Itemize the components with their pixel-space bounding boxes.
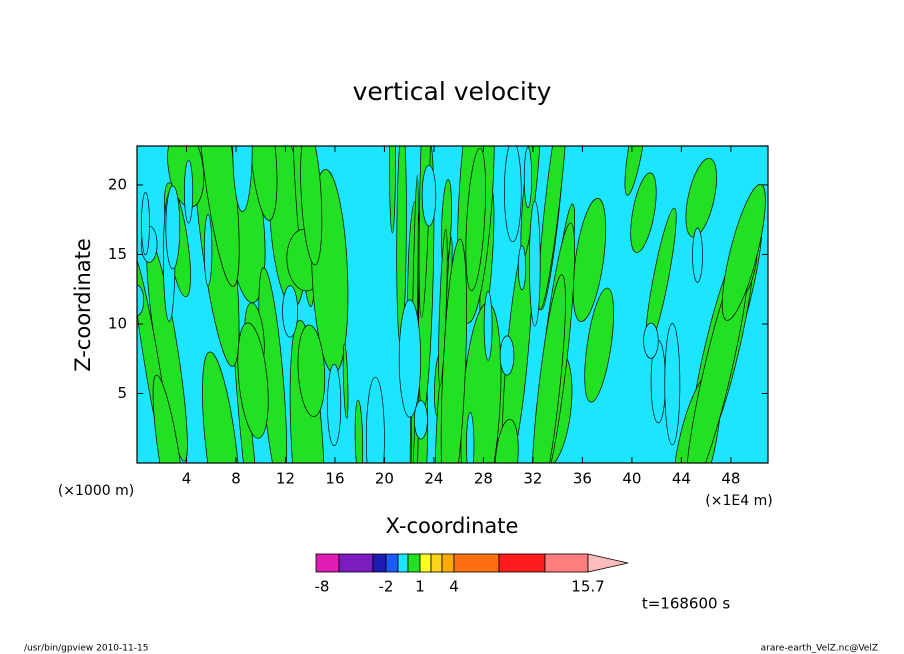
- colorbar-tick-label: 15.7: [571, 578, 604, 596]
- time-label: t=168600 s: [642, 595, 730, 613]
- x-tick-label: 44: [672, 470, 691, 488]
- x-unit-right: (×1E4 m): [705, 493, 772, 509]
- contour-region: [721, 184, 766, 321]
- x-tick-label: 28: [474, 470, 493, 488]
- contour-region: [421, 164, 437, 227]
- contour-region: [389, 146, 396, 234]
- contour-region: [365, 376, 385, 463]
- colorbar-tick-label: 4: [449, 578, 459, 596]
- contour-field: [137, 146, 768, 463]
- contour-region: [327, 363, 342, 447]
- colorbar-box: [315, 553, 340, 573]
- contour-region: [483, 290, 493, 361]
- contour-region: [438, 229, 448, 387]
- contour-region: [165, 185, 181, 270]
- contour-region: [499, 335, 515, 376]
- contour-region: [232, 146, 253, 213]
- contour-region: [184, 159, 194, 224]
- contour-region: [354, 399, 364, 463]
- colorbar-tick-label: 1: [415, 578, 425, 596]
- x-tick-label: 4: [182, 470, 192, 488]
- x-axis-label: X-coordinate: [386, 514, 519, 538]
- contour-region: [141, 192, 150, 256]
- y-tick-label: 15: [108, 245, 127, 263]
- contour-region: [398, 299, 421, 418]
- contour-region: [300, 146, 323, 266]
- colorbar-tick-label: -8: [315, 578, 330, 596]
- colorbar-tick-label: -2: [379, 578, 394, 596]
- y-tick-label: 20: [108, 175, 127, 193]
- contour-region: [504, 146, 522, 243]
- colorbar-box: [453, 553, 500, 573]
- contour-region: [297, 324, 326, 417]
- contour-region: [195, 146, 240, 287]
- contour-region: [664, 323, 681, 446]
- contour-region: [531, 274, 566, 463]
- x-tick-label: 24: [424, 470, 443, 488]
- plot-frame: [136, 145, 769, 464]
- contour-region: [342, 343, 349, 419]
- x-tick-label: 12: [276, 470, 295, 488]
- x-unit-left: (×1000 m): [58, 483, 134, 499]
- colorbar-extend: [587, 553, 629, 573]
- colorbar-box: [419, 553, 432, 573]
- colorbar-box: [397, 553, 409, 573]
- contour-region: [152, 374, 187, 463]
- colorbar-box: [407, 553, 421, 573]
- y-tick-label: 5: [117, 384, 127, 402]
- contour-region: [465, 147, 486, 292]
- x-tick-label: 16: [325, 470, 344, 488]
- contour-region: [523, 146, 533, 209]
- contour-region: [237, 322, 269, 439]
- contour-region: [537, 146, 568, 311]
- y-axis-label: Z-coordinate: [71, 238, 95, 372]
- colorbar-box: [385, 553, 399, 573]
- contour-region: [517, 245, 527, 291]
- contour-region: [203, 214, 213, 286]
- colorbar-box: [338, 553, 374, 573]
- colorbar-box: [441, 553, 455, 573]
- contour-region: [643, 322, 659, 359]
- contour-region: [685, 158, 717, 238]
- x-tick-label: 36: [573, 470, 592, 488]
- contour-region: [572, 198, 607, 322]
- contour-region: [584, 287, 614, 403]
- contour-region: [466, 411, 475, 463]
- contour-region: [202, 351, 242, 463]
- footer-right: arare-earth_VelZ.nc@VelZ: [761, 644, 878, 654]
- colorbar-box: [498, 553, 546, 573]
- x-tick-label: 32: [523, 470, 542, 488]
- colorbar-box: [372, 553, 387, 573]
- y-tick-label: 10: [108, 314, 127, 332]
- chart-title: vertical velocity: [353, 77, 552, 106]
- colorbar-box: [544, 553, 589, 573]
- x-tick-label: 20: [375, 470, 394, 488]
- colorbar-box: [430, 553, 443, 573]
- contour-region: [630, 172, 657, 253]
- contour-region: [529, 200, 541, 327]
- x-tick-label: 48: [721, 470, 740, 488]
- x-tick-label: 8: [231, 470, 241, 488]
- contour-region: [282, 285, 299, 338]
- contour-region: [494, 419, 519, 463]
- x-tick-label: 40: [622, 470, 641, 488]
- footer-left: /usr/bin/gpview 2010-11-15: [24, 644, 148, 654]
- contour-region: [414, 400, 428, 440]
- contour-region: [692, 227, 703, 283]
